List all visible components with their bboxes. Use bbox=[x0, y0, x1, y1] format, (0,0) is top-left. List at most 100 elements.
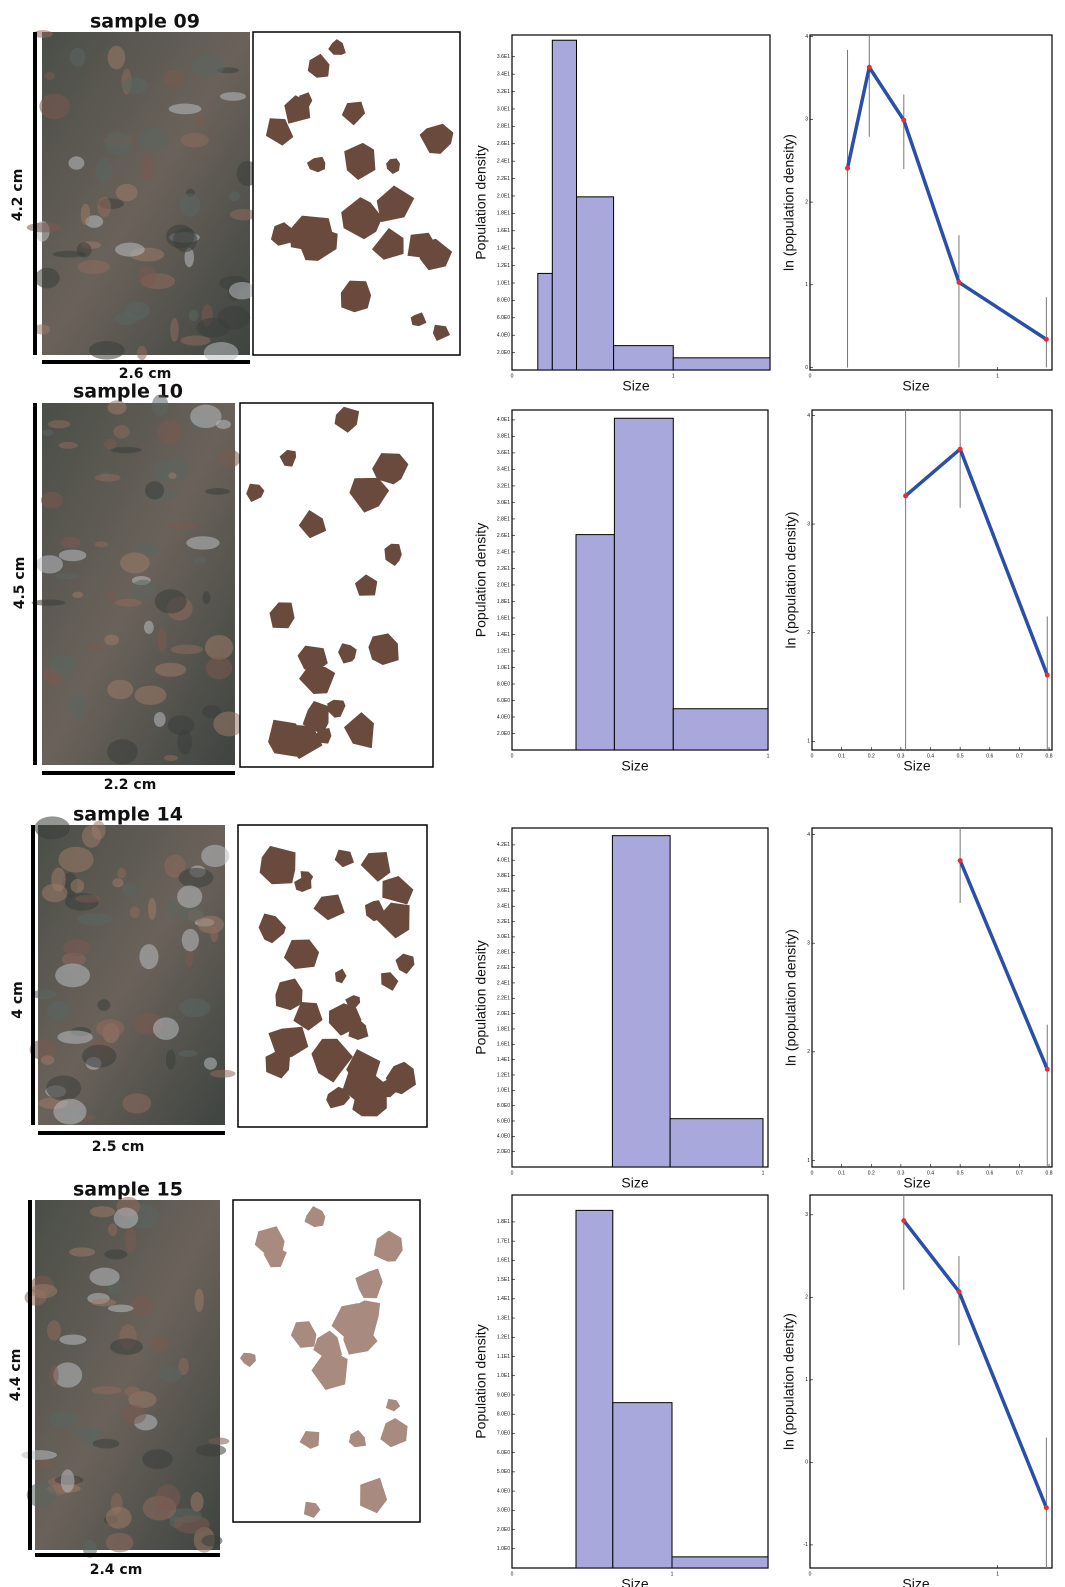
histogram-bar bbox=[613, 1403, 672, 1568]
y-tick-label: 1 bbox=[805, 1377, 808, 1383]
photo-texture bbox=[163, 70, 184, 88]
x-tick-label: 0 bbox=[809, 1571, 812, 1577]
y-tick-label: 4.0E0 bbox=[497, 1488, 510, 1494]
y-tick-label: 3.2E1 bbox=[497, 919, 510, 925]
photo-texture bbox=[21, 1450, 57, 1460]
photo-texture bbox=[168, 472, 176, 479]
photo-texture bbox=[59, 1334, 86, 1344]
x-axis-label: Size bbox=[902, 1576, 929, 1587]
photo-texture bbox=[205, 635, 233, 660]
y-tick-label: 3.0E1 bbox=[497, 500, 510, 506]
y-tick-label: 1.6E1 bbox=[497, 1258, 510, 1264]
y-tick-label: 2.0E0 bbox=[497, 731, 510, 737]
photo-texture bbox=[75, 895, 101, 903]
photo-texture bbox=[50, 1365, 58, 1387]
histogram-bar bbox=[538, 273, 553, 370]
x-tick-label: 0.5 bbox=[957, 753, 964, 759]
photo-texture bbox=[39, 94, 70, 119]
photo-texture bbox=[164, 755, 178, 761]
point bbox=[958, 447, 963, 452]
point bbox=[956, 280, 961, 285]
height-label: 4.5 cm bbox=[12, 557, 28, 610]
y-tick-label: 2.2E1 bbox=[497, 566, 510, 572]
width-bar bbox=[38, 1131, 225, 1135]
photo-texture bbox=[148, 898, 156, 920]
y-tick-label: 1.7E1 bbox=[497, 1238, 510, 1244]
photo-texture bbox=[58, 442, 77, 449]
photo-texture bbox=[122, 883, 137, 896]
y-tick-label: 2.6E1 bbox=[497, 965, 510, 971]
y-tick-label: 8.0E0 bbox=[497, 1103, 510, 1109]
y-tick-label: 0 bbox=[805, 365, 808, 371]
photo-texture bbox=[82, 1045, 116, 1068]
y-tick-label: 2 bbox=[807, 630, 810, 636]
photo-texture bbox=[48, 420, 70, 428]
y-tick-label: 1.8E1 bbox=[497, 1026, 510, 1032]
photo-texture bbox=[42, 884, 68, 903]
photo-texture bbox=[77, 242, 92, 257]
photo-texture bbox=[90, 1206, 115, 1217]
photo-texture bbox=[120, 552, 150, 573]
height-label: 4.2 cm bbox=[10, 169, 26, 222]
photo-texture bbox=[124, 1386, 140, 1397]
y-tick-label: 1.4E1 bbox=[497, 632, 510, 638]
y-tick-label: 4.0E0 bbox=[497, 1134, 510, 1140]
photo-texture bbox=[177, 885, 202, 908]
width-label: 2.5 cm bbox=[92, 1139, 145, 1155]
photo-texture bbox=[93, 1439, 120, 1449]
y-tick-label: 1.4E1 bbox=[497, 246, 510, 252]
histogram-bar bbox=[672, 1557, 768, 1568]
photo-texture bbox=[95, 541, 108, 547]
photo-texture bbox=[155, 589, 187, 613]
histogram-bar bbox=[552, 40, 576, 370]
y-tick-label: 3.2E1 bbox=[497, 483, 510, 489]
y-tick-label: 2 bbox=[805, 1295, 808, 1301]
x-axis-label: Size bbox=[621, 1175, 648, 1191]
y-tick-label: 4 bbox=[807, 832, 810, 838]
y-axis-label: Population density bbox=[473, 1324, 489, 1438]
photo-texture bbox=[137, 346, 147, 360]
photo-texture bbox=[32, 990, 57, 1000]
plot-frame bbox=[812, 410, 1052, 750]
histogram-bar bbox=[614, 418, 673, 750]
photo-texture bbox=[201, 845, 229, 867]
photo-texture bbox=[144, 621, 154, 634]
y-tick-label: 1.2E1 bbox=[497, 263, 510, 269]
photo-texture bbox=[196, 318, 229, 338]
photo-texture bbox=[166, 225, 194, 249]
photo-texture bbox=[191, 55, 225, 77]
photo-texture bbox=[95, 474, 121, 482]
height-bar bbox=[28, 1200, 32, 1550]
y-tick-label: 2.8E1 bbox=[497, 124, 510, 130]
photo-texture bbox=[191, 1492, 204, 1512]
photo-texture bbox=[69, 693, 86, 719]
x-axis-label: Size bbox=[621, 758, 648, 774]
width-label: 2.2 cm bbox=[104, 777, 157, 793]
x-tick-label: 0.2 bbox=[868, 1170, 875, 1176]
y-tick-label: 3.6E1 bbox=[497, 888, 510, 894]
y-tick-label: 6.0E0 bbox=[497, 1118, 510, 1124]
photo-texture bbox=[138, 128, 167, 149]
photo-texture bbox=[201, 1535, 222, 1547]
photo-texture bbox=[152, 394, 168, 415]
width-bar bbox=[42, 771, 235, 775]
width-bar bbox=[35, 1553, 220, 1557]
figure: sample 094.2 cm2.6 cmsample 104.5 cm2.2 … bbox=[0, 0, 1065, 1587]
y-tick-label: 8.0E0 bbox=[497, 298, 510, 304]
y-tick-label: 3.6E1 bbox=[497, 54, 510, 60]
photo-texture bbox=[53, 1099, 86, 1125]
x-axis-label: Size bbox=[903, 758, 930, 774]
photo-texture bbox=[155, 1484, 180, 1510]
point bbox=[845, 166, 850, 171]
y-tick-label: 2.4E1 bbox=[497, 158, 510, 164]
y-tick-label: 2.0E1 bbox=[497, 1011, 510, 1017]
photo-texture bbox=[96, 1019, 124, 1037]
photo-texture bbox=[77, 260, 110, 274]
y-tick-label: 3.0E1 bbox=[497, 106, 510, 112]
photo-texture bbox=[70, 48, 86, 67]
photo-texture bbox=[68, 156, 84, 169]
height-bar bbox=[33, 32, 37, 355]
photo-texture bbox=[110, 447, 141, 453]
height-label: 4 cm bbox=[10, 981, 26, 1019]
photo-texture bbox=[92, 1386, 122, 1394]
